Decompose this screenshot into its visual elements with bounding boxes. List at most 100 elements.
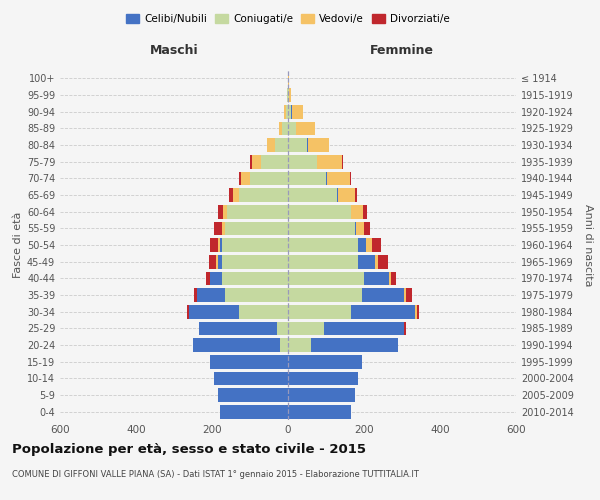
Bar [288,338,311,352]
Bar [358,255,376,268]
Bar [284,105,286,118]
Bar [210,272,221,285]
Bar [199,322,277,335]
Bar [366,238,371,252]
Bar [406,288,412,302]
Bar [214,372,288,385]
Bar [288,188,337,202]
Bar [376,255,379,268]
Bar [288,238,358,252]
Bar [288,155,317,168]
Bar [286,105,288,118]
Bar [415,305,417,318]
Bar [358,238,366,252]
Bar [288,172,326,185]
Bar [220,405,288,418]
Bar [288,388,355,402]
Bar [288,72,289,85]
Bar [350,205,352,218]
Y-axis label: Fasce di età: Fasce di età [13,212,23,278]
Bar [288,288,362,302]
Bar [389,272,391,285]
Bar [308,138,329,152]
Bar [404,288,406,302]
Legend: Celibi/Nubili, Coniugati/e, Vedovi/e, Divorziati/e: Celibi/Nubili, Coniugati/e, Vedovi/e, Di… [122,10,454,29]
Bar [193,338,280,352]
Bar [355,222,356,235]
Bar [288,322,324,335]
Bar [218,205,223,218]
Bar [289,88,290,102]
Bar [317,155,342,168]
Bar [250,155,252,168]
Bar [280,338,288,352]
Bar [362,288,404,302]
Y-axis label: Anni di nascita: Anni di nascita [583,204,593,286]
Bar [216,255,218,268]
Bar [342,155,343,168]
Bar [326,172,327,185]
Bar [277,322,288,335]
Bar [221,238,288,252]
Bar [288,122,296,135]
Bar [187,305,189,318]
Bar [227,205,288,218]
Bar [288,205,350,218]
Bar [288,88,289,102]
Bar [391,272,397,285]
Bar [288,222,355,235]
Bar [311,338,398,352]
Bar [194,288,197,302]
Bar [337,188,338,202]
Bar [209,255,216,268]
Bar [288,105,291,118]
Bar [218,238,220,252]
Bar [267,138,275,152]
Bar [226,288,288,302]
Bar [324,322,404,335]
Bar [218,255,221,268]
Bar [287,88,288,102]
Bar [379,255,388,268]
Bar [307,138,308,152]
Bar [288,405,350,418]
Bar [404,322,406,335]
Bar [239,188,288,202]
Bar [220,238,221,252]
Bar [229,188,233,202]
Bar [206,272,210,285]
Bar [327,172,350,185]
Bar [288,255,358,268]
Bar [364,222,370,235]
Bar [288,138,307,152]
Bar [288,372,358,385]
Bar [239,305,288,318]
Bar [278,122,283,135]
Bar [233,188,239,202]
Bar [371,238,381,252]
Bar [288,305,350,318]
Bar [189,305,239,318]
Bar [363,205,367,218]
Bar [275,138,288,152]
Bar [226,222,288,235]
Bar [218,388,288,402]
Bar [262,155,288,168]
Bar [250,172,288,185]
Bar [221,255,288,268]
Bar [239,172,241,185]
Text: Femmine: Femmine [370,44,434,57]
Bar [288,272,364,285]
Bar [214,222,221,235]
Text: Maschi: Maschi [149,44,199,57]
Bar [221,222,226,235]
Bar [291,105,292,118]
Bar [417,305,419,318]
Bar [292,105,303,118]
Bar [338,188,355,202]
Bar [350,305,415,318]
Bar [288,355,362,368]
Bar [221,272,288,285]
Bar [296,122,316,135]
Bar [197,288,226,302]
